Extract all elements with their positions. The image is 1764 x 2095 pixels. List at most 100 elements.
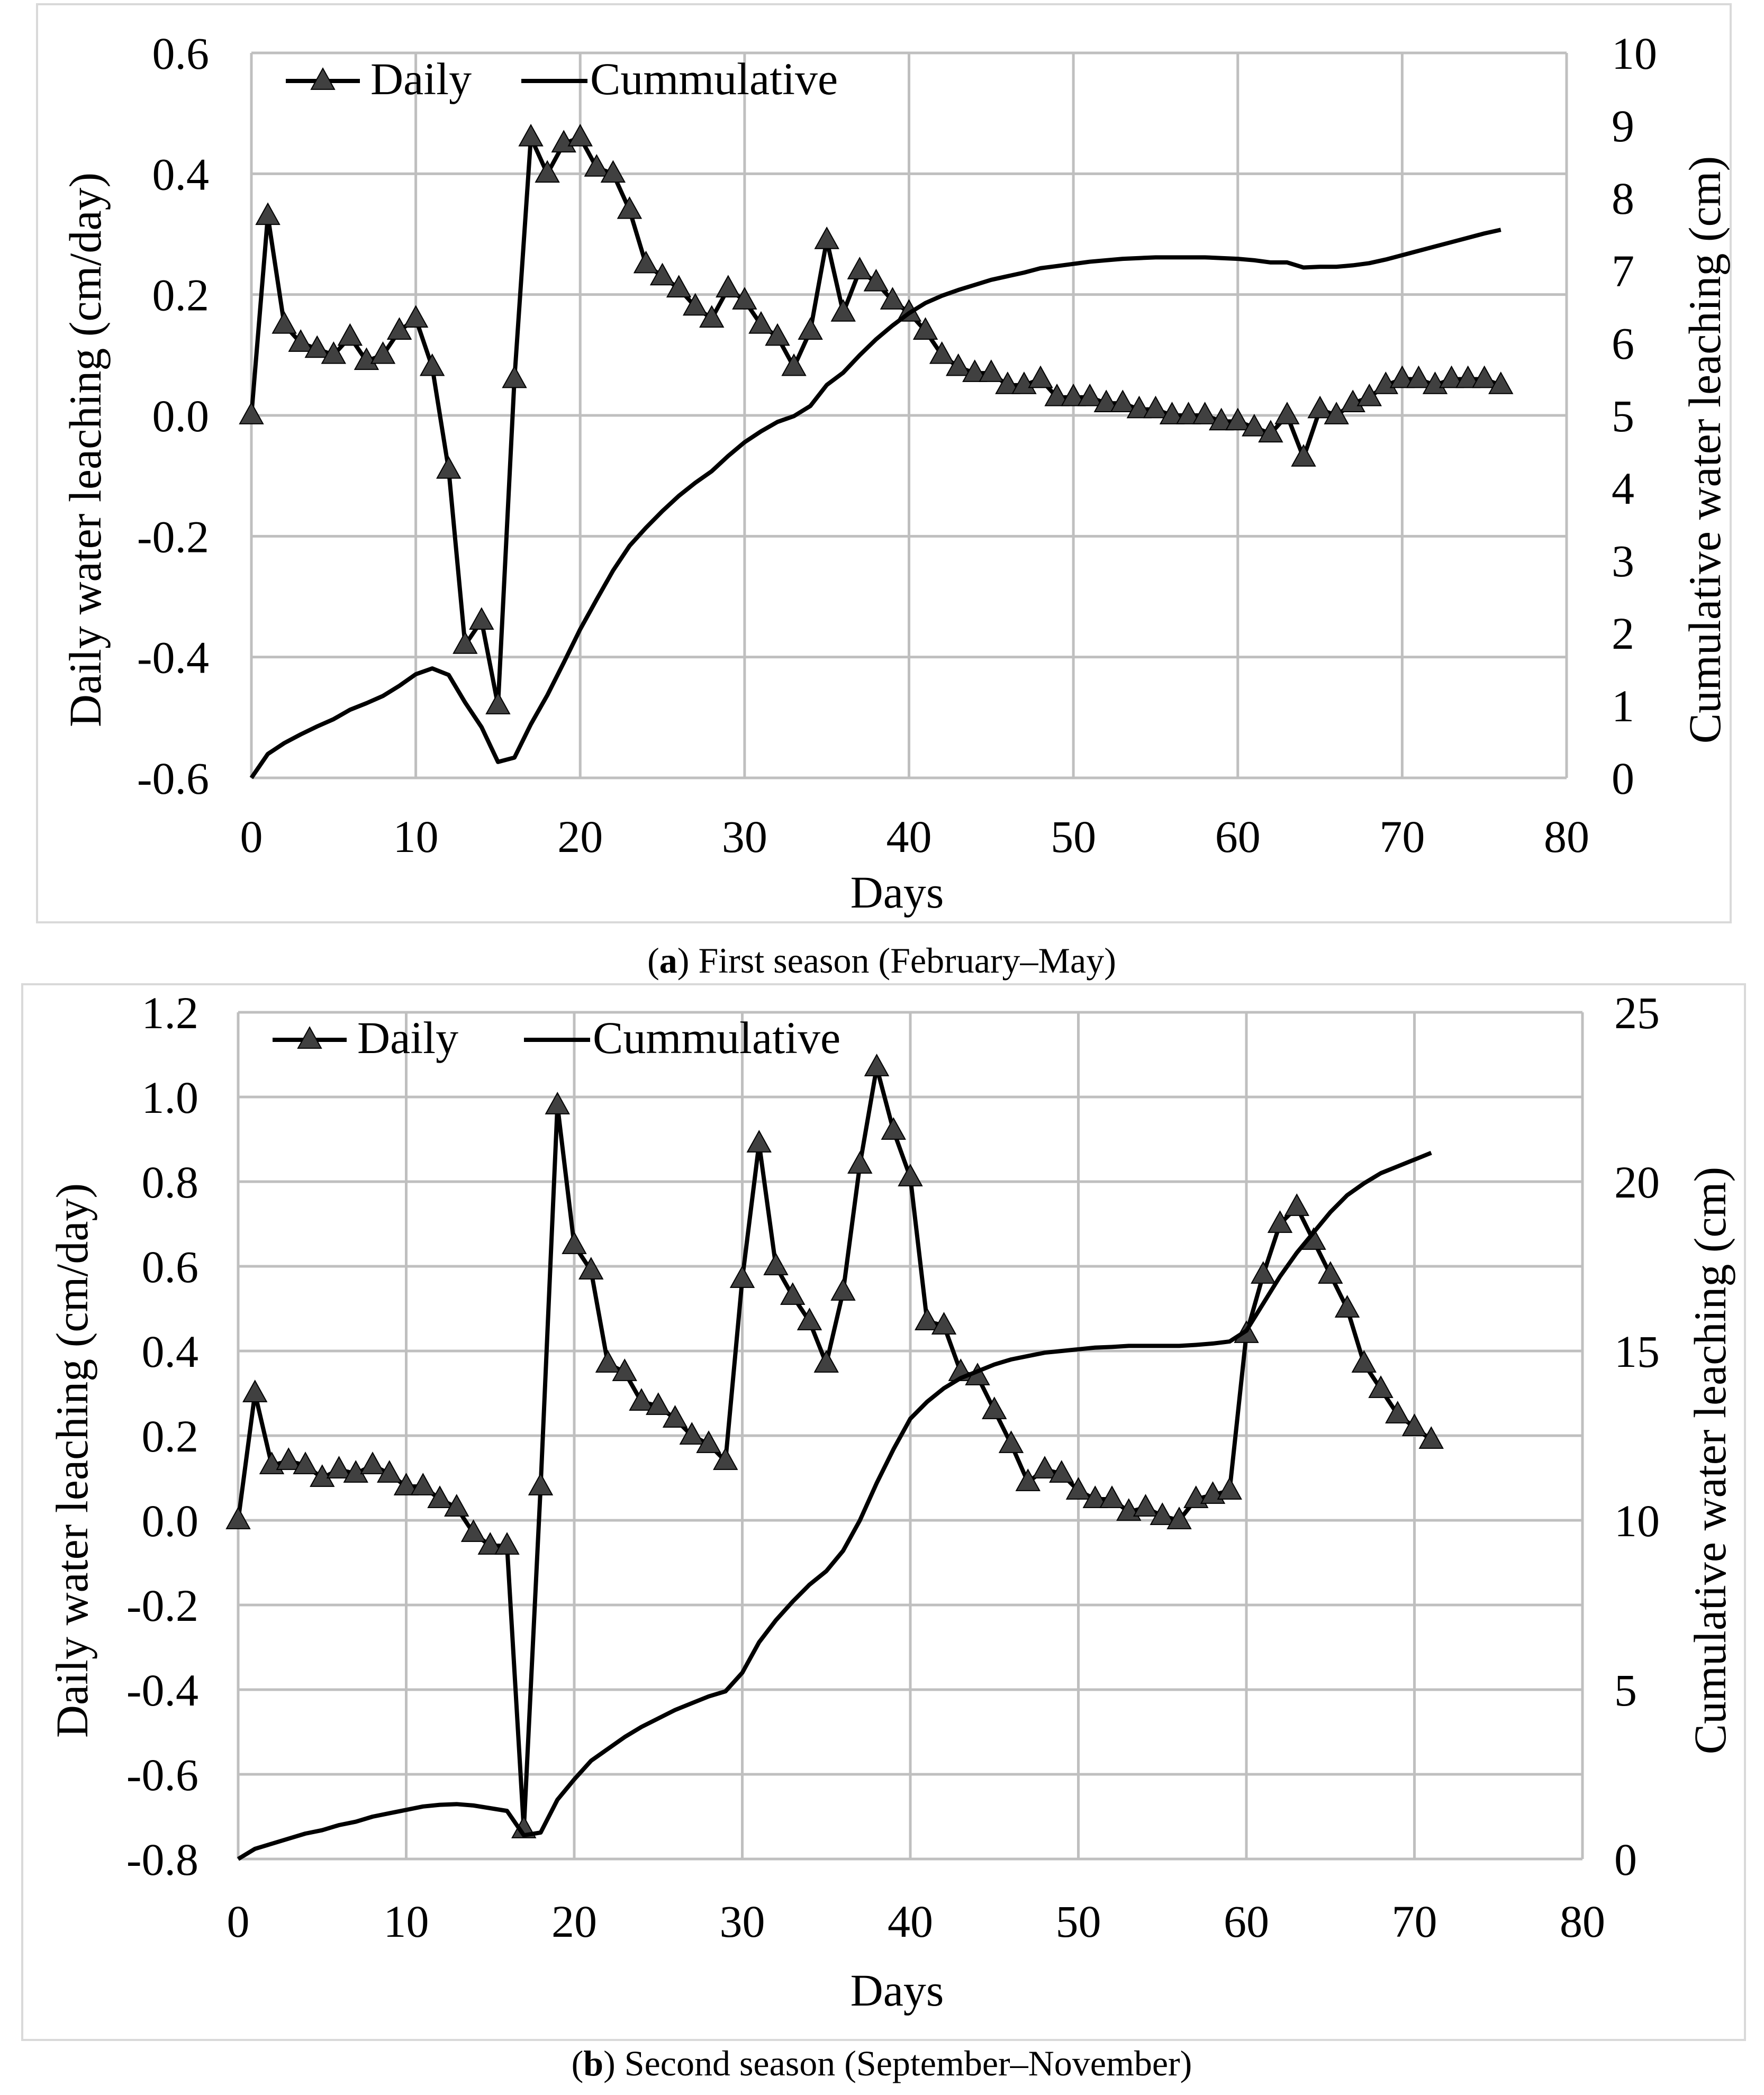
- panel-b-x-tick-label: 20: [551, 1896, 597, 1947]
- panel-b-grid: [238, 1011, 1584, 1861]
- panel-a-daily-point: [1324, 402, 1349, 424]
- panel-b-daily-point: [898, 1164, 923, 1186]
- panel-a-daily-point: [1471, 365, 1497, 388]
- panel-a-x-tick-label: 30: [722, 811, 767, 862]
- panel-a-x-axis-title: Days: [851, 867, 944, 918]
- panel-a-daily-point: [830, 299, 856, 322]
- panel-b-daily-point: [1351, 1350, 1377, 1373]
- panel-a-daily-point: [567, 124, 593, 147]
- panel-b-y-ticks: -0.8 -0.6 -0.4 -0.2 0.0 0.2 0.4 0.6 0.8 1.0 1.2: [126, 987, 198, 1885]
- panel-a-daily-point: [1126, 395, 1152, 419]
- panel-a-daily-point: [814, 226, 839, 249]
- panel-a-daily-point: [995, 371, 1020, 394]
- panel-b-daily-point: [864, 1054, 890, 1076]
- panel-a-daily-point: [1258, 420, 1283, 443]
- panel-b-y-tick-label: -0.8: [126, 1834, 198, 1885]
- panel-b-daily-point: [1368, 1375, 1394, 1398]
- panel-b-daily-point: [242, 1380, 268, 1402]
- panel-a-y-tick-label: -0.6: [137, 753, 209, 804]
- panel-a-legend: Daily Cummulative: [286, 53, 838, 104]
- panel-b-daily-point: [813, 1350, 839, 1373]
- panel-a-y2-tick-label: 10: [1612, 28, 1657, 79]
- panel-b-daily-point: [646, 1392, 671, 1415]
- panel-b-y-tick-label: 0.6: [142, 1241, 199, 1292]
- panel-a-daily-point: [584, 154, 610, 177]
- panel-a-daily-point: [732, 287, 757, 310]
- panel-b-y-tick-label: 0.0: [142, 1495, 199, 1546]
- panel-a-daily-point: [1044, 383, 1070, 406]
- panel-a-y-tick-label: -0.4: [137, 632, 209, 683]
- panel-b-daily-point: [1099, 1485, 1125, 1508]
- panel-b-x-tick-label: 70: [1392, 1896, 1437, 1947]
- panel-b-daily-point: [729, 1265, 755, 1288]
- panel-a-daily-point: [1093, 389, 1119, 413]
- panel-b-daily-point: [377, 1460, 402, 1483]
- panel-b-daily-point: [662, 1405, 688, 1428]
- panel-b-y-tick-label: -0.2: [126, 1580, 198, 1631]
- panel-a-y-tick-label: 0.6: [152, 28, 210, 79]
- panel-b-x-axis-title: Days: [851, 1965, 944, 2016]
- panel-a-y2-tick-label: 0: [1612, 753, 1634, 804]
- panel-a-daily-point: [962, 359, 988, 382]
- panel-a-y-tick-label: -0.2: [137, 511, 209, 562]
- panel-b-x-tick-label: 60: [1224, 1896, 1269, 1947]
- panel-a-y-ticks: -0.6 -0.4 -0.2 0.0 0.2 0.4 0.6: [137, 28, 209, 804]
- panel-a-daily-point: [880, 287, 906, 310]
- panel-b-daily-point: [931, 1312, 957, 1335]
- panel-b-daily-point: [881, 1117, 906, 1140]
- panel-b-daily-point: [746, 1130, 772, 1153]
- panel-b-y2-tick-label: 25: [1614, 987, 1660, 1038]
- panel-a-daily-point: [419, 353, 445, 376]
- panel-b-series: [225, 1054, 1444, 1861]
- panel-b-daily-point: [1049, 1460, 1074, 1483]
- panel-a-daily-point: [1110, 389, 1136, 413]
- panel-a-daily-point: [453, 631, 478, 654]
- panel-a-daily-point: [863, 269, 889, 292]
- panel-a-daily-point: [666, 275, 692, 298]
- chart-panel-b: 0 10 20 30 40 50 60 70 80 -0.8-0.6-0.4-0.20.00.2…: [21, 983, 1746, 2041]
- panel-b-daily-point: [477, 1532, 503, 1555]
- panel-b-y2-tick-label: 0: [1614, 1834, 1637, 1885]
- panel-a-daily-point: [1307, 395, 1333, 419]
- chart-panel-a: 0 10 20 30 40 50 60 70 80 -0.6-0.4-0.20.00.20.40…: [36, 3, 1732, 923]
- panel-b-daily-point: [460, 1519, 486, 1542]
- panel-a-grid: [251, 51, 1568, 779]
- panel-b-y-tick-label: 1.2: [142, 987, 199, 1038]
- panel-a-caption: (a) First season (February–May): [647, 940, 1116, 981]
- panel-a-x-tick-label: 10: [393, 811, 439, 862]
- panel-b-daily-point: [595, 1350, 621, 1373]
- panel-a-daily-point: [535, 160, 560, 183]
- panel-a-daily-point: [699, 305, 725, 328]
- panel-a-daily-point: [1143, 395, 1169, 419]
- panel-a-y2-tick-label: 5: [1612, 391, 1634, 441]
- panel-a-daily-point: [1061, 383, 1086, 406]
- panel-b-daily-point: [1032, 1456, 1057, 1479]
- panel-b-daily-point: [528, 1473, 554, 1495]
- panel-b-daily-point: [1418, 1426, 1444, 1449]
- panel-a-daily-point: [1077, 383, 1102, 406]
- panel-a-legend-cumulative-label: Cummulative: [590, 53, 838, 104]
- panel-b-daily-point: [780, 1282, 806, 1305]
- panel-b-y-axis-title: Daily water leaching (cm/day): [47, 1183, 97, 1738]
- panel-a-daily-point: [1488, 371, 1514, 394]
- panel-b-daily-point: [427, 1485, 453, 1508]
- panel-b-y-tick-label: 0.4: [142, 1326, 199, 1377]
- panel-b-daily-point: [982, 1396, 1007, 1419]
- panel-b-daily-point: [276, 1447, 301, 1470]
- panel-b-daily-point: [1015, 1468, 1041, 1491]
- panel-a-daily-point: [354, 347, 379, 370]
- panel-b-daily-point: [1284, 1193, 1309, 1216]
- panel-a-daily-point: [502, 365, 527, 388]
- panel-b-x-ticks: 0 10 20 30 40 50 60 70 80: [227, 1896, 1606, 1947]
- panel-b-daily-point: [562, 1231, 587, 1254]
- panel-b-daily-point: [830, 1278, 856, 1301]
- panel-a-daily-point: [1455, 365, 1481, 388]
- panel-a-daily-point: [716, 275, 741, 298]
- panel-a-daily-point: [1225, 407, 1251, 431]
- panel-b-daily-point: [1065, 1477, 1091, 1500]
- panel-b-daily-point: [612, 1358, 637, 1381]
- panel-b-x-tick-label: 30: [720, 1896, 765, 1947]
- panel-b-daily-point: [713, 1447, 738, 1470]
- panel-a-y2-tick-label: 3: [1612, 536, 1634, 586]
- panel-b-daily-point: [1082, 1485, 1108, 1508]
